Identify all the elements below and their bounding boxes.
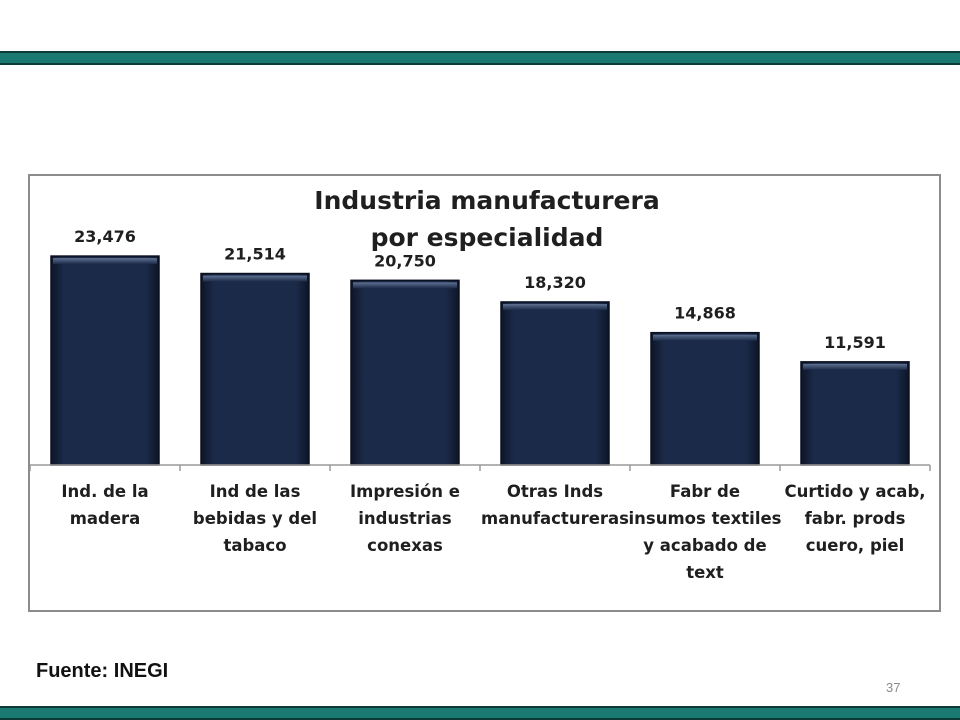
category-label: Impresión e [350, 482, 460, 501]
source-note: Fuente: INEGI [36, 660, 169, 682]
bar-5 [650, 331, 760, 466]
bar-1 [50, 255, 160, 466]
bar-bevel [53, 258, 157, 265]
value-label: 18,320 [524, 273, 586, 292]
category-label: text [686, 563, 724, 582]
value-label: 20,750 [374, 251, 436, 270]
bar-body [200, 272, 310, 466]
category-label: fabr. prods [805, 509, 906, 528]
bar-3 [350, 279, 460, 466]
value-label: 14,868 [674, 304, 736, 323]
value-label: 23,476 [74, 227, 136, 246]
category-label: Ind. de la [61, 482, 148, 501]
category-label: bebidas y del [193, 509, 317, 528]
bar-bevel [353, 282, 457, 289]
bar-body [650, 331, 760, 466]
top-accent-band [0, 51, 960, 65]
category-label: tabaco [223, 536, 286, 555]
value-label: 11,591 [824, 333, 886, 352]
bar-body [500, 301, 610, 466]
category-label: manufactureras [481, 509, 629, 528]
category-label: Ind de las [210, 482, 301, 501]
category-label: insumos textiles [629, 509, 782, 528]
chart-title-line-2: por especialidad [371, 223, 604, 252]
page-number: 37 [886, 680, 901, 695]
bar-4 [500, 301, 610, 466]
bars-group: 23,476 21,514 20,750 18,320 14,868 11,591 [50, 227, 910, 466]
category-labels: Ind. de la madera Ind de las bebidas y del t… [61, 482, 925, 582]
category-label: conexas [367, 536, 443, 555]
category-label: y acabado de [643, 536, 766, 555]
value-label: 21,514 [224, 245, 286, 264]
category-label: Curtido y acab, [784, 482, 925, 501]
bar-bevel [203, 275, 307, 282]
bar-bevel [503, 303, 607, 310]
x-axis [30, 464, 931, 471]
category-label: madera [70, 509, 141, 528]
bar-body [800, 361, 910, 466]
category-label: Fabr de [670, 482, 740, 501]
chart-title-line-1: Industria manufacturera [314, 186, 659, 215]
chart-frame: Industria manufacturera por especialidad… [28, 174, 941, 612]
bottom-accent-band [0, 706, 960, 720]
bar-bevel [653, 334, 757, 341]
category-label: Otras Inds [507, 482, 603, 501]
category-label: industrias [358, 509, 452, 528]
bar-chart: Industria manufacturera por especialidad… [30, 186, 931, 582]
category-label: cuero, piel [806, 536, 905, 555]
bar-2 [200, 272, 310, 466]
bar-body [50, 255, 160, 466]
bar-bevel [803, 363, 907, 370]
bar-6 [800, 361, 910, 466]
bar-body [350, 279, 460, 466]
